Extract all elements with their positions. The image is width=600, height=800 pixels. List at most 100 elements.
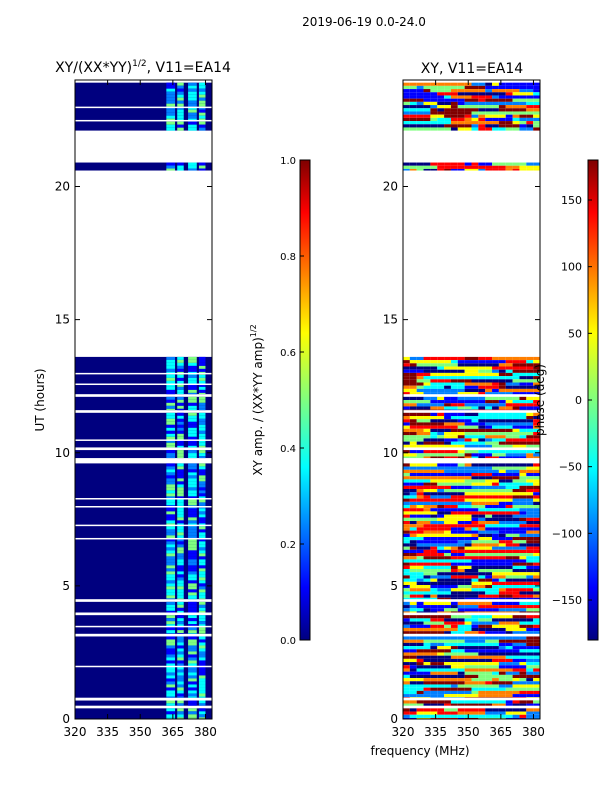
phase-cell <box>457 489 465 493</box>
phase-cell <box>519 396 527 401</box>
phase-cell <box>505 549 513 553</box>
amp-cell <box>166 377 176 381</box>
phase-cell <box>430 652 438 656</box>
phase-cell <box>498 168 506 171</box>
phase-cell <box>485 540 493 544</box>
phase-cell <box>416 674 424 679</box>
phase-cell <box>526 124 534 128</box>
phase-cell <box>492 608 499 612</box>
phase-cell <box>526 114 534 118</box>
phase-cell <box>512 572 520 576</box>
phase-cell <box>464 168 472 171</box>
phase-cell <box>416 85 424 90</box>
phase-cell <box>464 703 472 706</box>
phase-cell <box>492 505 499 509</box>
phase-cell <box>519 168 527 171</box>
phase-cell <box>471 717 479 719</box>
phase-cell <box>423 492 431 496</box>
phase-cell <box>464 565 472 569</box>
phase-cell <box>464 594 472 598</box>
phase-cell <box>485 165 493 169</box>
amp-cell <box>177 604 184 608</box>
phase-cell <box>512 559 520 563</box>
phase-cell <box>485 575 493 579</box>
phase-cell <box>519 382 527 386</box>
amp-cell <box>177 421 184 425</box>
phase-cell <box>478 412 486 417</box>
amp-cell <box>198 592 206 596</box>
phase-cell <box>512 165 520 169</box>
phase-cell <box>403 379 410 383</box>
phase-cell <box>478 562 486 566</box>
amp-cell <box>198 708 206 712</box>
phase-cell <box>519 714 527 718</box>
phase-cell <box>403 476 410 480</box>
phase-cell <box>423 546 431 550</box>
phase-cell <box>430 498 438 502</box>
phase-cell <box>485 366 493 370</box>
phase-cell <box>519 646 527 650</box>
phase-cell <box>492 101 499 106</box>
phase-cell <box>498 636 506 640</box>
phase-cell <box>505 388 513 393</box>
phase-cell <box>464 508 472 512</box>
phase-cell <box>437 655 445 659</box>
phase-cell <box>492 396 499 401</box>
phase-cell <box>430 435 438 439</box>
phase-cell <box>450 559 458 563</box>
phase-cell <box>505 546 513 550</box>
amp-cell <box>166 436 176 440</box>
phase-cell <box>492 601 499 606</box>
phase-cell <box>492 498 499 502</box>
phase-cell <box>437 428 445 433</box>
amp-cell <box>166 487 176 491</box>
phase-cell <box>498 489 506 493</box>
phase-cell <box>437 466 445 470</box>
phase-cell <box>485 379 493 383</box>
phase-cell <box>416 369 424 373</box>
phase-cell <box>450 624 458 628</box>
phase-cell <box>505 556 513 560</box>
phase-cell <box>485 501 493 505</box>
phase-cell <box>498 700 506 704</box>
phase-cell <box>464 636 472 640</box>
phase-cell <box>416 556 424 560</box>
phase-cell <box>498 652 506 656</box>
phase-cell <box>450 527 458 531</box>
amp-cell <box>166 532 176 536</box>
phase-cell <box>478 646 486 650</box>
phase-cell <box>533 505 540 509</box>
phase-cell <box>457 585 465 589</box>
phase-cell <box>457 514 465 518</box>
x-tick-label: 380 <box>194 725 217 739</box>
phase-cell <box>423 514 431 518</box>
phase-cell <box>492 95 499 99</box>
amp-cell <box>177 415 184 419</box>
phase-cell <box>498 678 506 682</box>
phase-cell <box>519 482 527 486</box>
phase-cell <box>512 556 520 560</box>
phase-cell <box>519 489 527 493</box>
phase-cell <box>409 108 417 112</box>
phase-cell <box>471 428 479 433</box>
amp-gap <box>75 106 212 109</box>
phase-cell <box>498 441 506 445</box>
amp-cell <box>188 502 197 506</box>
amp-cell <box>166 595 176 599</box>
phase-cell <box>437 412 445 417</box>
phase-cb-tick-label: 100 <box>561 261 582 274</box>
phase-cell <box>450 435 458 439</box>
phase-cell <box>416 631 424 634</box>
phase-cell <box>444 575 451 579</box>
amp-cb-tick-label: 0.8 <box>280 252 296 263</box>
phase-cell <box>437 562 445 566</box>
amp-cell <box>188 380 197 384</box>
phase-cell <box>403 569 410 573</box>
phase-cell <box>505 694 513 698</box>
phase-cell <box>492 562 499 566</box>
phase-cell <box>450 369 458 373</box>
phase-cell <box>492 665 499 669</box>
amp-cell <box>198 681 206 685</box>
phase-cell <box>505 646 513 650</box>
phase-cell <box>457 618 465 622</box>
